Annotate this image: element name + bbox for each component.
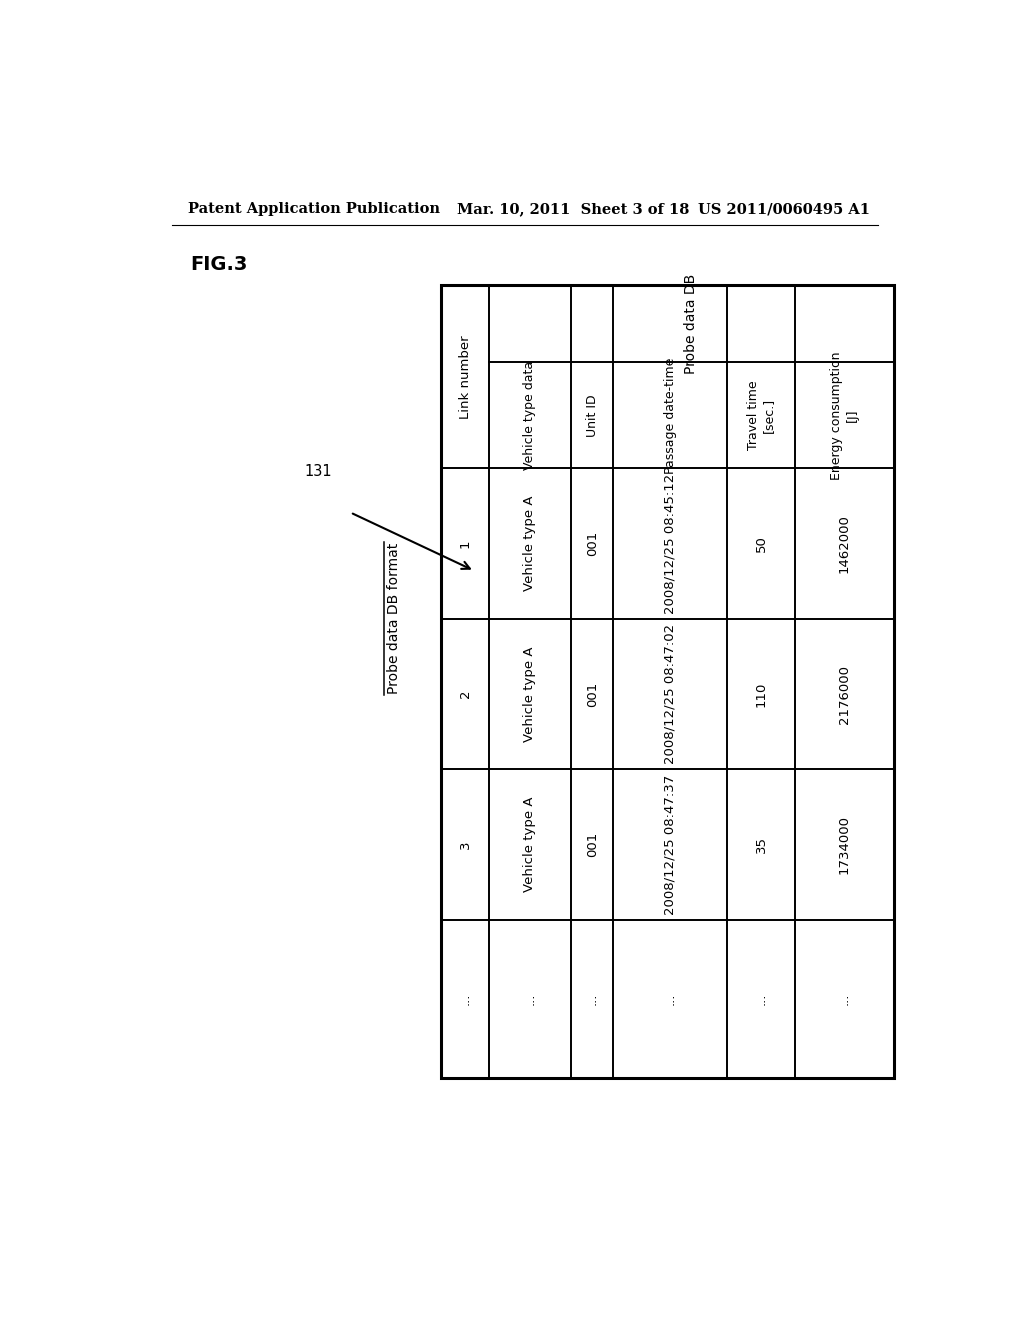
Text: ...: ... [664,993,677,1005]
Text: Link number: Link number [459,335,472,418]
Text: 131: 131 [305,465,332,479]
Text: Patent Application Publication: Patent Application Publication [187,202,439,216]
Text: Probe data DB format: Probe data DB format [387,543,400,694]
Text: Vehicle type A: Vehicle type A [523,797,537,892]
Text: Energy consumption
[J]: Energy consumption [J] [830,351,858,479]
Text: ...: ... [586,993,599,1005]
Bar [441,285,894,1078]
Text: 2008/12/25 08:47:37: 2008/12/25 08:47:37 [664,775,677,915]
Text: 50: 50 [755,535,768,552]
Text: ...: ... [523,993,537,1005]
Text: Passage date-time: Passage date-time [664,358,677,474]
Text: FIG.3: FIG.3 [189,255,247,275]
Text: 001: 001 [586,531,599,556]
Text: 1734000: 1734000 [838,814,851,874]
Text: 2176000: 2176000 [838,664,851,723]
Text: Travel time
[sec.]: Travel time [sec.] [748,380,775,450]
Text: 35: 35 [755,836,768,853]
Text: ...: ... [838,993,851,1005]
Text: 001: 001 [586,832,599,857]
Text: 2008/12/25 08:47:02: 2008/12/25 08:47:02 [664,624,677,764]
Text: 110: 110 [755,681,768,706]
Text: Vehicle type data: Vehicle type data [523,360,537,470]
Text: US 2011/0060495 A1: US 2011/0060495 A1 [698,202,870,216]
Text: 2: 2 [459,690,472,698]
Text: 1462000: 1462000 [838,515,851,573]
Text: ...: ... [755,993,768,1005]
Text: 001: 001 [586,681,599,706]
Text: Vehicle type A: Vehicle type A [523,496,537,591]
Text: Unit ID: Unit ID [586,395,599,437]
Text: 3: 3 [459,841,472,849]
Text: Probe data DB: Probe data DB [684,273,698,374]
Text: 1: 1 [459,540,472,548]
Text: Mar. 10, 2011  Sheet 3 of 18: Mar. 10, 2011 Sheet 3 of 18 [458,202,690,216]
Text: Vehicle type A: Vehicle type A [523,647,537,742]
Text: 2008/12/25 08:45:12: 2008/12/25 08:45:12 [664,474,677,614]
Text: ...: ... [459,993,472,1005]
